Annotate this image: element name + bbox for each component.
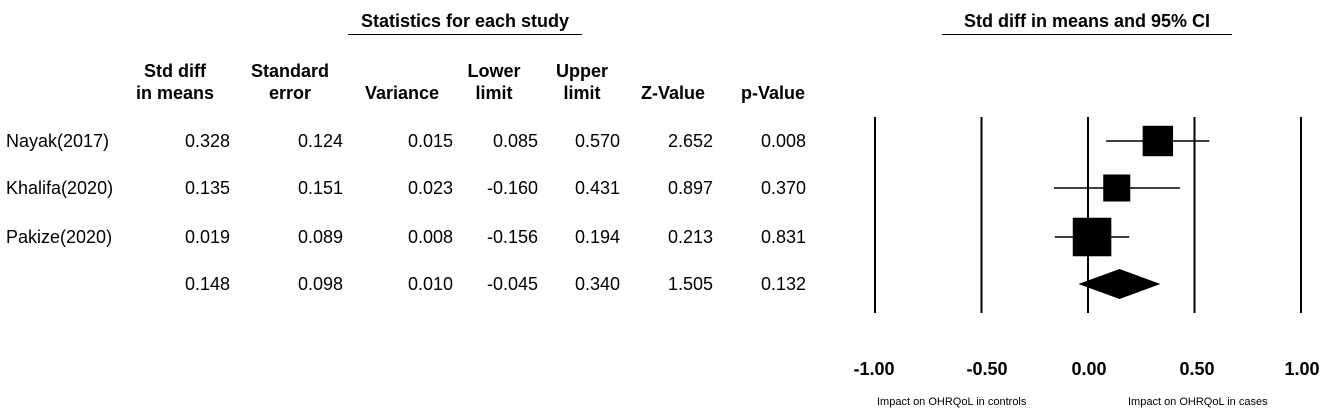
- effect-size-square: [1103, 174, 1131, 202]
- table-cell: 0.431: [574, 178, 620, 198]
- col-header-std-diff-line1: Std diff: [144, 61, 206, 81]
- summary-cell: 0.148: [184, 274, 230, 294]
- plot-header: Std diff in means and 95% CI: [963, 11, 1211, 31]
- col-header-z-value: Z-Value: [623, 60, 723, 104]
- study-name-nayak: Nayak(2017): [6, 131, 110, 151]
- table-cell: 0.089: [297, 227, 343, 247]
- study-name-khalifa: Khalifa(2020): [6, 178, 114, 198]
- col-header-z-value-line2: Z-Value: [640, 83, 706, 103]
- table-cell: -0.156: [486, 227, 538, 247]
- col-header-upper-limit: Upper limit: [537, 60, 627, 104]
- table-cell: 0.831: [760, 227, 806, 247]
- table-cell: 0.019: [184, 227, 230, 247]
- table-cell: 0.213: [667, 227, 713, 247]
- table-cell: 0.328: [184, 131, 230, 151]
- table-cell: 2.652: [667, 131, 713, 151]
- plot-header-rule: [942, 34, 1232, 35]
- x-tick-label: 1.00: [1284, 359, 1320, 379]
- table-cell: 0.570: [574, 131, 620, 151]
- x-tick-label: -1.00: [853, 359, 895, 379]
- table-cell: 0.085: [492, 131, 538, 151]
- col-header-upper-limit-line1: Upper: [555, 61, 608, 81]
- effect-size-square: [1072, 217, 1112, 257]
- col-header-std-error: Standard error: [240, 60, 340, 104]
- table-cell: 0.015: [407, 131, 453, 151]
- table-cell: -0.160: [486, 178, 538, 198]
- stats-header: Statistics for each study: [360, 11, 570, 31]
- favors-right-label: Impact on OHRQoL in cases: [1128, 396, 1268, 408]
- col-header-std-diff-line2: in means: [135, 83, 215, 103]
- col-header-lower-limit: Lower limit: [449, 60, 539, 104]
- summary-cell: 0.098: [297, 274, 343, 294]
- summary-cell: -0.045: [486, 274, 538, 294]
- col-header-std-diff: Std diff in means: [125, 60, 225, 104]
- x-tick-label: -0.50: [966, 359, 1008, 379]
- col-header-p-value: p-Value: [723, 60, 823, 104]
- x-tick-label: 0.50: [1179, 359, 1215, 379]
- x-tick-label: 0.00: [1071, 359, 1107, 379]
- summary-diamond: [1078, 269, 1161, 299]
- favors-left-label: Impact on OHRQoL in controls: [877, 396, 1027, 408]
- table-cell: 0.008: [407, 227, 453, 247]
- col-header-variance-line2: Variance: [364, 83, 440, 103]
- effect-size-square: [1142, 125, 1174, 157]
- summary-cell: 0.132: [760, 274, 806, 294]
- table-cell: 0.008: [760, 131, 806, 151]
- summary-cell: 0.010: [407, 274, 453, 294]
- stats-header-rule: [348, 34, 582, 35]
- table-cell: 0.151: [297, 178, 343, 198]
- table-cell: 0.135: [184, 178, 230, 198]
- table-cell: 0.023: [407, 178, 453, 198]
- table-cell: 0.194: [574, 227, 620, 247]
- col-header-variance: Variance: [352, 60, 452, 104]
- col-header-std-error-line2: error: [268, 83, 312, 103]
- table-cell: 0.124: [297, 131, 343, 151]
- summary-cell: 0.340: [574, 274, 620, 294]
- table-cell: 0.370: [760, 178, 806, 198]
- study-name-pakize: Pakize(2020): [6, 227, 113, 247]
- col-header-upper-limit-line2: limit: [563, 83, 601, 103]
- table-cell: 0.897: [667, 178, 713, 198]
- summary-cell: 1.505: [667, 274, 713, 294]
- col-header-lower-limit-line1: Lower: [467, 61, 521, 81]
- col-header-p-value-line2: p-Value: [740, 83, 806, 103]
- col-header-std-error-line1: Standard: [250, 61, 329, 81]
- col-header-lower-limit-line2: limit: [475, 83, 513, 103]
